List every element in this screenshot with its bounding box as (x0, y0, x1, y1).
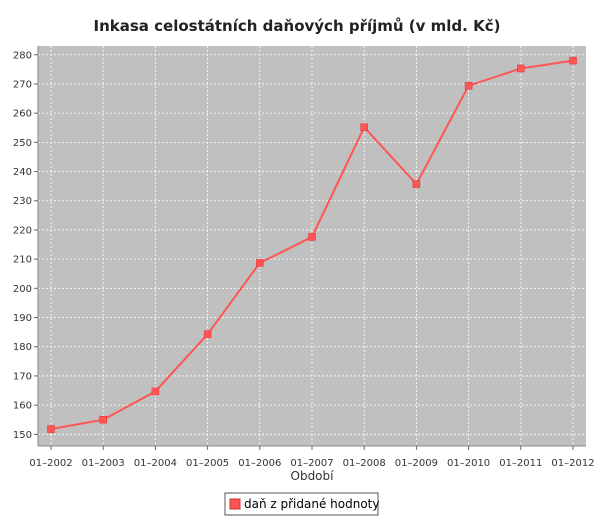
y-tick-label: 180 (13, 342, 32, 353)
y-tick-label: 230 (13, 196, 32, 207)
data-point (151, 387, 160, 396)
legend: daň z přidané hodnoty (224, 492, 379, 516)
y-tick-label: 250 (13, 138, 32, 149)
y-tick-label: 190 (13, 313, 32, 324)
x-tick-label: 01–2009 (395, 458, 438, 469)
x-tick-label: 01–2010 (447, 458, 490, 469)
y-tick-label: 170 (13, 371, 32, 382)
data-point (569, 56, 577, 65)
data-point (256, 259, 264, 267)
chart-title: Inkasa celostátních daňových příjmů (v m… (94, 17, 501, 35)
y-tick-label: 150 (13, 430, 32, 441)
data-point (412, 180, 421, 188)
series-layer (47, 56, 577, 433)
legend-label: daň z přidané hodnoty (244, 497, 379, 511)
y-tick-label: 270 (13, 79, 32, 90)
x-tick-label: 01–2011 (499, 458, 542, 469)
legend-box (224, 492, 379, 516)
x-axis-ticks: 01–2002 01–2003 01–2004 01–2005 01–2006 01–20… (29, 446, 594, 469)
y-tick-label: 200 (13, 284, 32, 295)
y-tick-label: 260 (13, 109, 32, 120)
data-point (203, 330, 212, 338)
data-point (47, 425, 55, 433)
data-point (308, 233, 316, 241)
y-tick-label: 220 (13, 225, 32, 236)
x-tick-label: 01–2007 (290, 458, 333, 469)
data-point (99, 415, 107, 424)
x-axis-label: Období (291, 469, 335, 483)
y-tick-label: 160 (13, 401, 32, 412)
x-tick-label: 01–2004 (134, 458, 177, 469)
grid-lines (38, 46, 586, 446)
y-axis-ticks: 150 160 170 180 190 200 210 220 230 240 250 260 270 2… (13, 50, 38, 441)
x-tick-label: 01–2006 (238, 458, 281, 469)
x-tick-label: 01–2008 (343, 458, 386, 469)
y-tick-label: 240 (13, 167, 32, 178)
x-tick-label: 01–2002 (29, 458, 72, 469)
y-tick-label: 280 (13, 50, 32, 61)
y-tick-label: 210 (13, 255, 32, 266)
x-tick-label: 01–2012 (551, 458, 594, 469)
data-point (464, 81, 473, 90)
legend-marker (229, 498, 241, 510)
x-tick-label: 01–2003 (82, 458, 125, 469)
data-point (517, 64, 525, 73)
x-tick-label: 01–2005 (186, 458, 229, 469)
data-point (360, 123, 368, 131)
